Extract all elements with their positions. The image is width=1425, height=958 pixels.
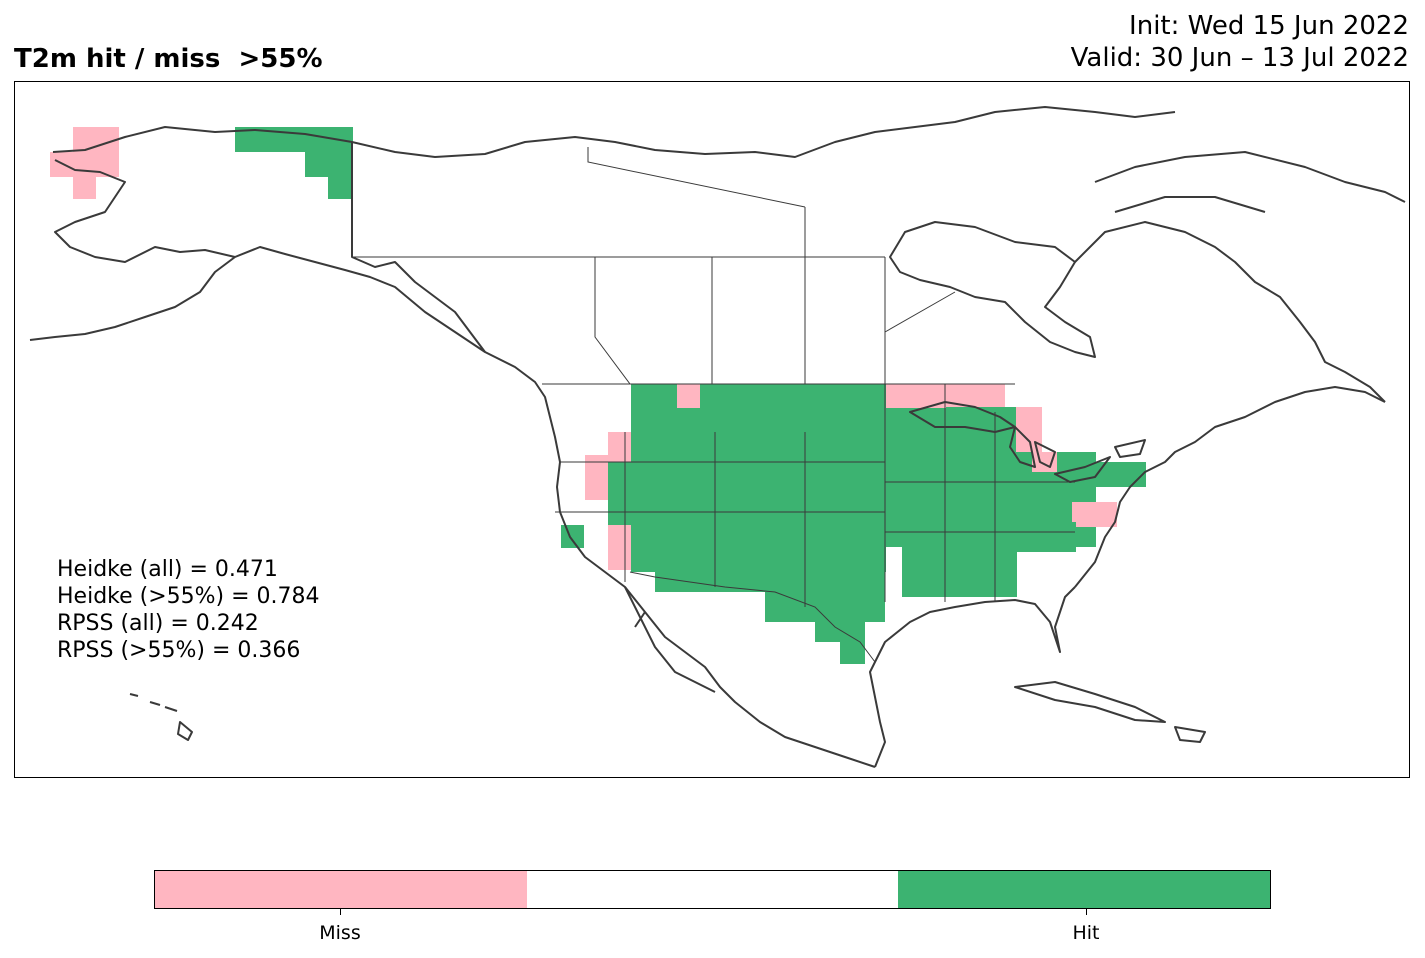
map-canvas [29,106,1406,768]
hit-cell [631,384,886,432]
colorbar-tick-miss [340,909,341,915]
colorbar-label-miss: Miss [319,922,361,944]
hit-cell [608,502,886,542]
baffin-island [1094,151,1406,213]
skill-scores: Heidke (all) = 0.471 Heidke (>55%) = 0.7… [57,556,320,664]
hit-cell [1056,462,1096,497]
hit-cell [631,542,886,572]
colorbar-label-hit: Hit [1072,922,1100,944]
coastlines [29,106,1406,768]
rpss-all: RPSS (all) = 0.242 [57,611,259,636]
hit-cell [840,642,865,664]
init-date: Init: Wed 15 Jun 2022 [1129,11,1409,41]
hudson-bay [889,221,1096,358]
us-mexico-border [629,571,876,663]
hawaii [129,693,193,741]
colorbar-tick-hit [1086,909,1087,915]
hit-cell [946,407,1016,567]
us-canada-border [352,256,1015,385]
colorbar-hit-segment [898,871,1271,908]
colorbar-miss-segment [155,871,527,908]
arctic-coast [351,106,1176,158]
miss-cell [1072,502,1117,527]
great-lakes [909,401,1146,483]
atlantic-coast [1074,386,1386,588]
hit-cell [886,407,946,547]
hit-cell [902,547,1017,597]
miss-cell [608,432,631,462]
alaska-peninsula [54,159,236,263]
hit-cell [328,177,353,199]
pacific-coast [484,351,876,768]
gulf-coast [869,586,1076,768]
heidke-55: Heidke (>55%) = 0.784 [57,584,320,609]
labrador-coast [1074,221,1386,403]
miss-cell [585,455,608,500]
init-valid-dates: Init: Wed 15 Jun 2022 Valid: 30 Jun – 13… [1071,10,1409,74]
map-title: T2m hit / miss >55% [14,44,323,74]
hit-cell [655,572,885,592]
heidke-all: Heidke (all) = 0.471 [57,557,278,582]
caribbean-islands [1014,681,1206,743]
baja-california [624,586,716,693]
miss-cell [608,525,631,570]
alaska-coast [29,126,486,353]
colorbar-neutral-segment [526,871,899,908]
miss-cell [50,152,119,177]
hit-cell [608,462,886,502]
miss-cell [677,384,700,408]
political-borders [352,147,1075,663]
rpss-55: RPSS (>55%) = 0.366 [57,638,301,663]
miss-cell [73,177,96,199]
valid-period: Valid: 30 Jun – 13 Jul 2022 [1070,43,1409,73]
forecast-map [14,81,1410,778]
colorbar [154,870,1271,909]
hit-cell [815,622,865,642]
hit-cell [561,525,584,548]
us-state-lines [555,384,1075,607]
hit-cell [1016,522,1076,552]
hit-cell [305,152,353,177]
canada-provinces [587,147,956,385]
miss-cell [73,127,119,152]
